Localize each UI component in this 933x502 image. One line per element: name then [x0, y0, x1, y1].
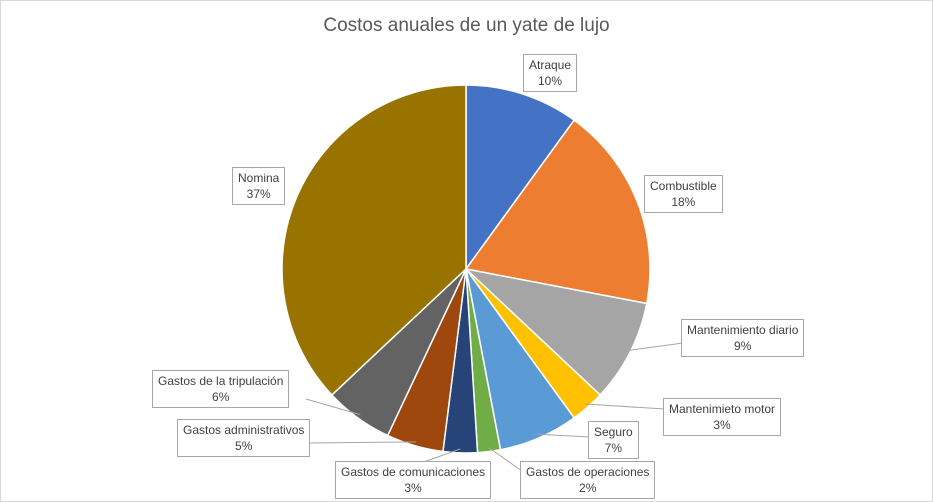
leader-line [309, 442, 416, 443]
data-label-name: Mantenimiento diario [687, 322, 798, 338]
data-label-name: Gastos administrativos [183, 422, 304, 438]
data-label-value: 3% [669, 417, 775, 433]
data-label-name: Gastos de la tripulación [158, 373, 283, 389]
data-label-value: 3% [341, 480, 485, 496]
data-label-name: Atraque [529, 57, 571, 73]
data-label-nomina: Nomina 37% [232, 167, 285, 205]
data-label-value: 10% [529, 73, 571, 89]
data-label-atraque: Atraque 10% [523, 54, 577, 92]
data-label-gastos-administrativos: Gastos administrativos 5% [177, 419, 310, 457]
leader-line [489, 448, 522, 471]
data-label-gastos-comunicaciones: Gastos de comunicaciones 3% [335, 461, 491, 499]
data-label-value: 6% [158, 389, 283, 405]
data-label-mantenimiento-diario: Mantenimiento diario 9% [681, 319, 804, 357]
data-label-mantenimieto-motor: Mantenimieto motor 3% [663, 398, 781, 436]
data-label-name: Mantenimieto motor [669, 401, 775, 417]
data-label-gastos-tripulacion: Gastos de la tripulación 6% [152, 370, 289, 408]
data-label-name: Gastos de comunicaciones [341, 464, 485, 480]
data-label-value: 2% [526, 480, 649, 496]
data-label-seguro: Seguro 7% [588, 421, 639, 459]
data-label-combustible: Combustible 18% [644, 175, 723, 213]
data-label-name: Combustible [650, 178, 717, 194]
data-label-name: Nomina [238, 170, 279, 186]
data-label-name: Seguro [594, 424, 633, 440]
data-label-value: 7% [594, 440, 633, 456]
leader-line [585, 404, 665, 409]
data-label-gastos-operaciones: Gastos de operaciones 2% [520, 461, 655, 499]
data-label-value: 37% [238, 186, 279, 202]
data-label-value: 5% [183, 438, 304, 454]
data-label-value: 18% [650, 194, 717, 210]
data-label-name: Gastos de operaciones [526, 464, 649, 480]
data-label-value: 9% [687, 338, 798, 354]
